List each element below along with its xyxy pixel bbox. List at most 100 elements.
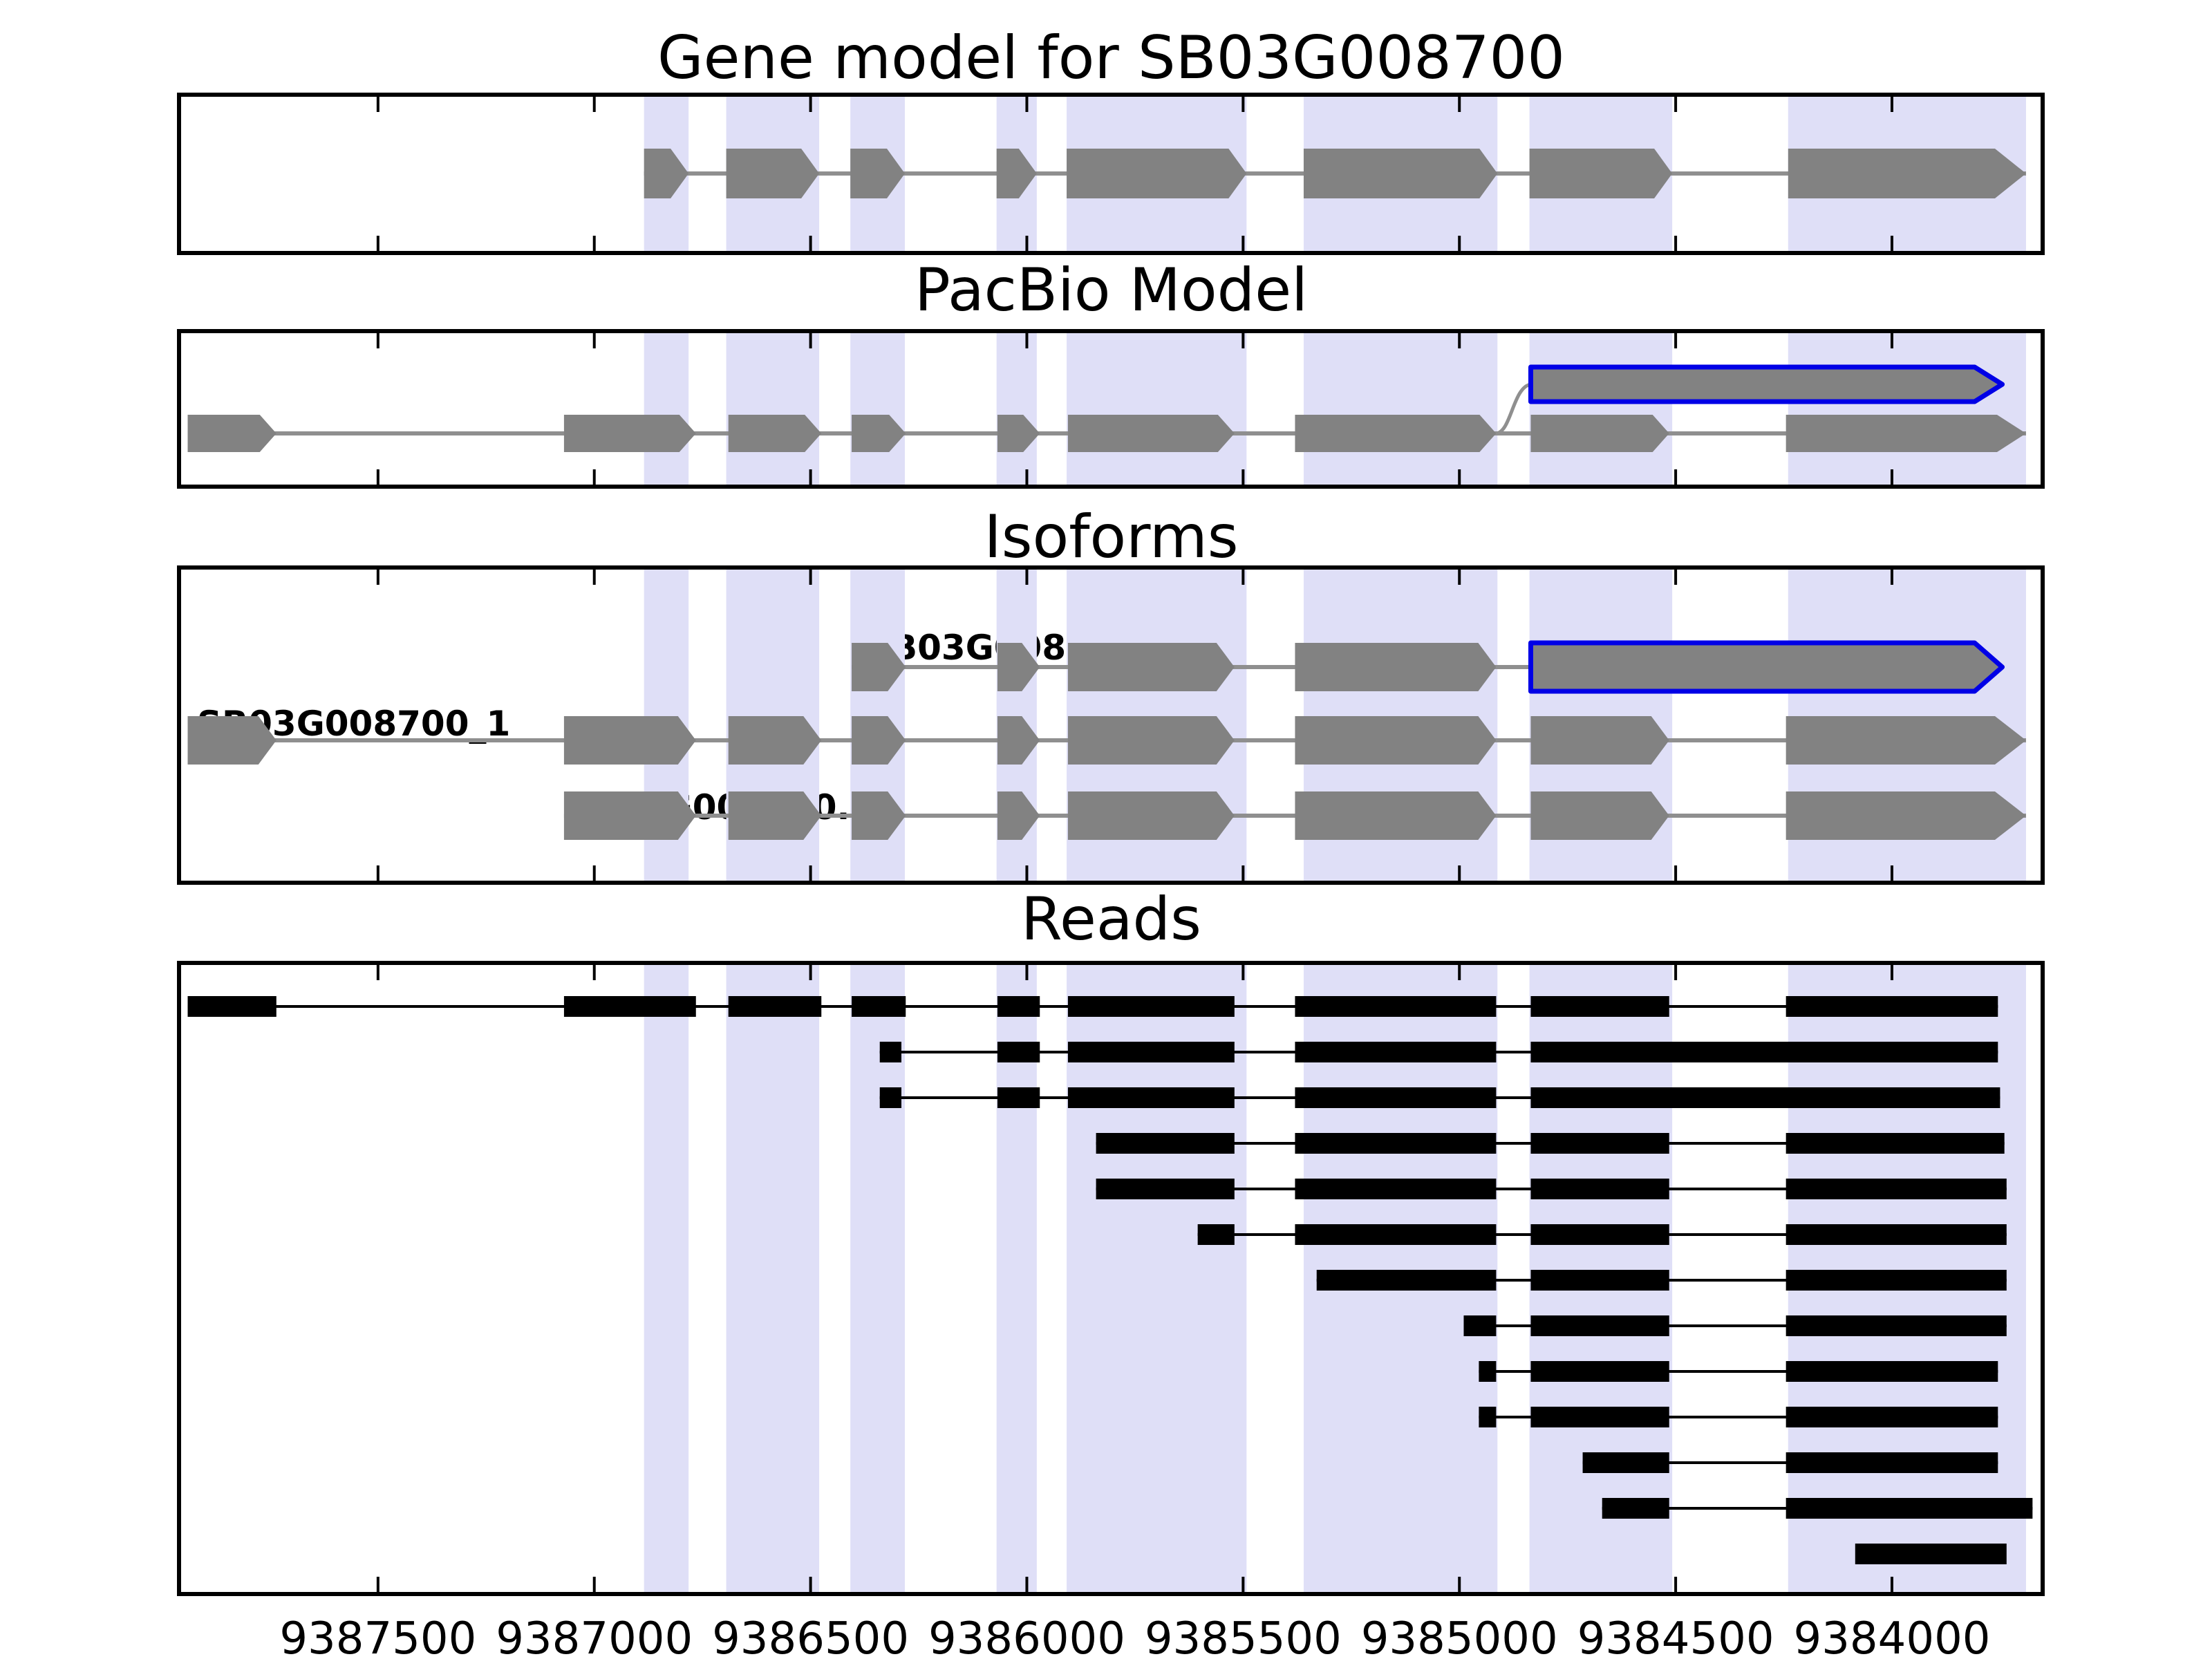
read-exon [563,996,696,1017]
exon-arrow [563,415,696,452]
panel-isoforms [177,565,2045,885]
exon-arrow [1067,791,1235,840]
read-exon [1067,1087,1235,1108]
highlight-band [644,333,689,485]
highlight-band [1529,333,1673,485]
panel-border [177,329,2045,489]
exon-arrow [1067,643,1235,691]
exon-arrow [852,643,906,691]
exon-arrow [1785,716,2026,765]
read-exon [1530,1133,1669,1154]
read-exon [1582,1452,1669,1473]
exon-arrow [728,716,822,765]
exon-arrow [1295,716,1497,765]
exon-arrow [187,716,276,765]
exon-arrow [728,791,822,840]
read-exon [1067,996,1235,1017]
highlight-band [850,333,906,485]
exon-arrow [852,415,906,452]
highlight-band [1303,333,1498,485]
exon-arrow [1295,415,1497,452]
read-exon [1479,1361,1497,1382]
exon-arrow [1530,415,1669,452]
read-exon [1530,1179,1669,1199]
exon-arrow [728,415,822,452]
highlight-band [1067,333,1247,485]
exon-arrow [1303,149,1498,198]
read-exon [728,996,822,1017]
read-exon [1785,1361,1998,1382]
exon-arrow [1295,643,1497,691]
highlight-band [850,965,906,1592]
panel-border [177,93,2045,255]
read-exon [1530,1315,1669,1336]
read-exon [1785,1224,2007,1245]
read-exon [1096,1179,1235,1199]
exon-arrow [1785,791,2026,840]
junction-curve [1495,382,1532,435]
exon-arrow [1067,149,1247,198]
read-exon [1295,996,1497,1017]
exon-arrow [563,716,696,765]
read-exon [1067,1042,1235,1062]
exon-arrow [1295,791,1497,840]
read-exon [1479,1407,1497,1427]
exon-arrow [852,791,906,840]
exon-arrow [1530,791,1669,840]
read-exon [1530,1270,1669,1291]
read-exon [1785,996,1998,1017]
read-exon [1463,1315,1497,1336]
read-exon [187,996,276,1017]
read-exon [1295,1042,1497,1062]
x-axis-tick-label: 9387000 [496,1613,693,1659]
blue-outlined-exon [1528,364,2005,404]
read-exon [1785,1498,2033,1519]
x-axis-tick-label: 9387500 [279,1613,477,1659]
x-axis-tick-label: 9384500 [1577,1613,1774,1659]
highlight-band [996,333,1037,485]
read-exon [1295,1087,1497,1108]
read-exon [1096,1133,1235,1154]
exon-arrow [996,149,1037,198]
exon-arrow [1785,415,2026,452]
read-exon [1785,1179,2007,1199]
read-exon [1785,1315,2007,1336]
x-axis-tick-label: 9385500 [1144,1613,1342,1659]
read-exon [997,1087,1040,1108]
exon-arrow [997,415,1040,452]
exon-arrow [997,791,1040,840]
exon-arrow [997,643,1040,691]
highlight-band [996,965,1037,1592]
read-exon [1530,1042,1998,1062]
panel-gene_model [177,93,2045,255]
read-exon [1316,1270,1497,1291]
read-exon [1530,996,1669,1017]
panel-border [177,961,2045,1596]
highlight-band [726,333,820,485]
read-exon [1785,1452,1998,1473]
x-axis-tick-label: 9386500 [712,1613,910,1659]
read-exon [1197,1224,1235,1245]
exon-arrow [1788,149,2026,198]
exon-arrow [997,716,1040,765]
panel-title-isoforms: Isoforms [984,503,1239,572]
x-axis-tick-label: 9385000 [1360,1613,1558,1659]
highlight-band [644,965,689,1592]
panel-title-reads: Reads [1021,885,1201,954]
highlight-band [1788,333,2026,485]
exon-arrow [1067,716,1235,765]
read-exon [1785,1407,1998,1427]
highlight-band [1067,965,1247,1592]
panel-border [177,565,2045,885]
read-exon [997,996,1040,1017]
read-exon [1295,1179,1497,1199]
read-exon [997,1042,1040,1062]
panel-pacbio [177,329,2045,489]
panel-reads [177,961,2045,1596]
read-exon [879,1087,902,1108]
read-exon [1855,1544,2007,1564]
read-exon [1295,1133,1497,1154]
panel-title-pacbio: PacBio Model [914,256,1309,325]
panel-title-gene-model: Gene model for SB03G008700 [657,24,1565,93]
